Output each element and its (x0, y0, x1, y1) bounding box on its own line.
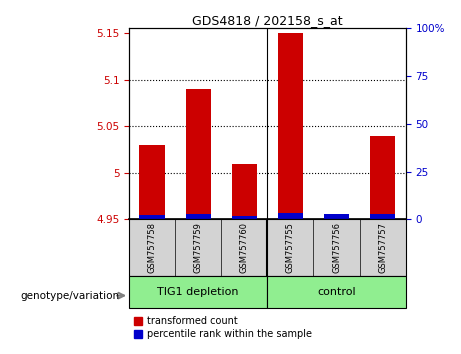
Bar (129, 276, 267, 308)
Bar (278, 33, 303, 219)
Title: GDS4818 / 202158_s_at: GDS4818 / 202158_s_at (192, 14, 343, 27)
Bar (267, 276, 406, 308)
Bar (370, 214, 396, 219)
Legend: transformed count, percentile rank within the sample: transformed count, percentile rank withi… (134, 316, 312, 339)
Bar (278, 213, 303, 219)
Text: GSM757758: GSM757758 (148, 222, 157, 273)
Bar (370, 136, 396, 219)
Bar (140, 215, 165, 219)
Bar (324, 214, 349, 219)
Text: GSM757759: GSM757759 (194, 222, 203, 273)
Bar (186, 214, 211, 219)
Text: genotype/variation: genotype/variation (21, 291, 120, 301)
Text: GSM757757: GSM757757 (378, 222, 387, 273)
Bar (232, 164, 257, 219)
Text: GSM757755: GSM757755 (286, 222, 295, 273)
Bar (140, 145, 165, 219)
Text: GSM757760: GSM757760 (240, 222, 249, 273)
Bar (324, 218, 349, 219)
Bar (232, 216, 257, 219)
Text: GSM757756: GSM757756 (332, 222, 341, 273)
Bar (186, 89, 211, 219)
Text: TIG1 depletion: TIG1 depletion (158, 287, 239, 297)
Text: control: control (317, 287, 356, 297)
